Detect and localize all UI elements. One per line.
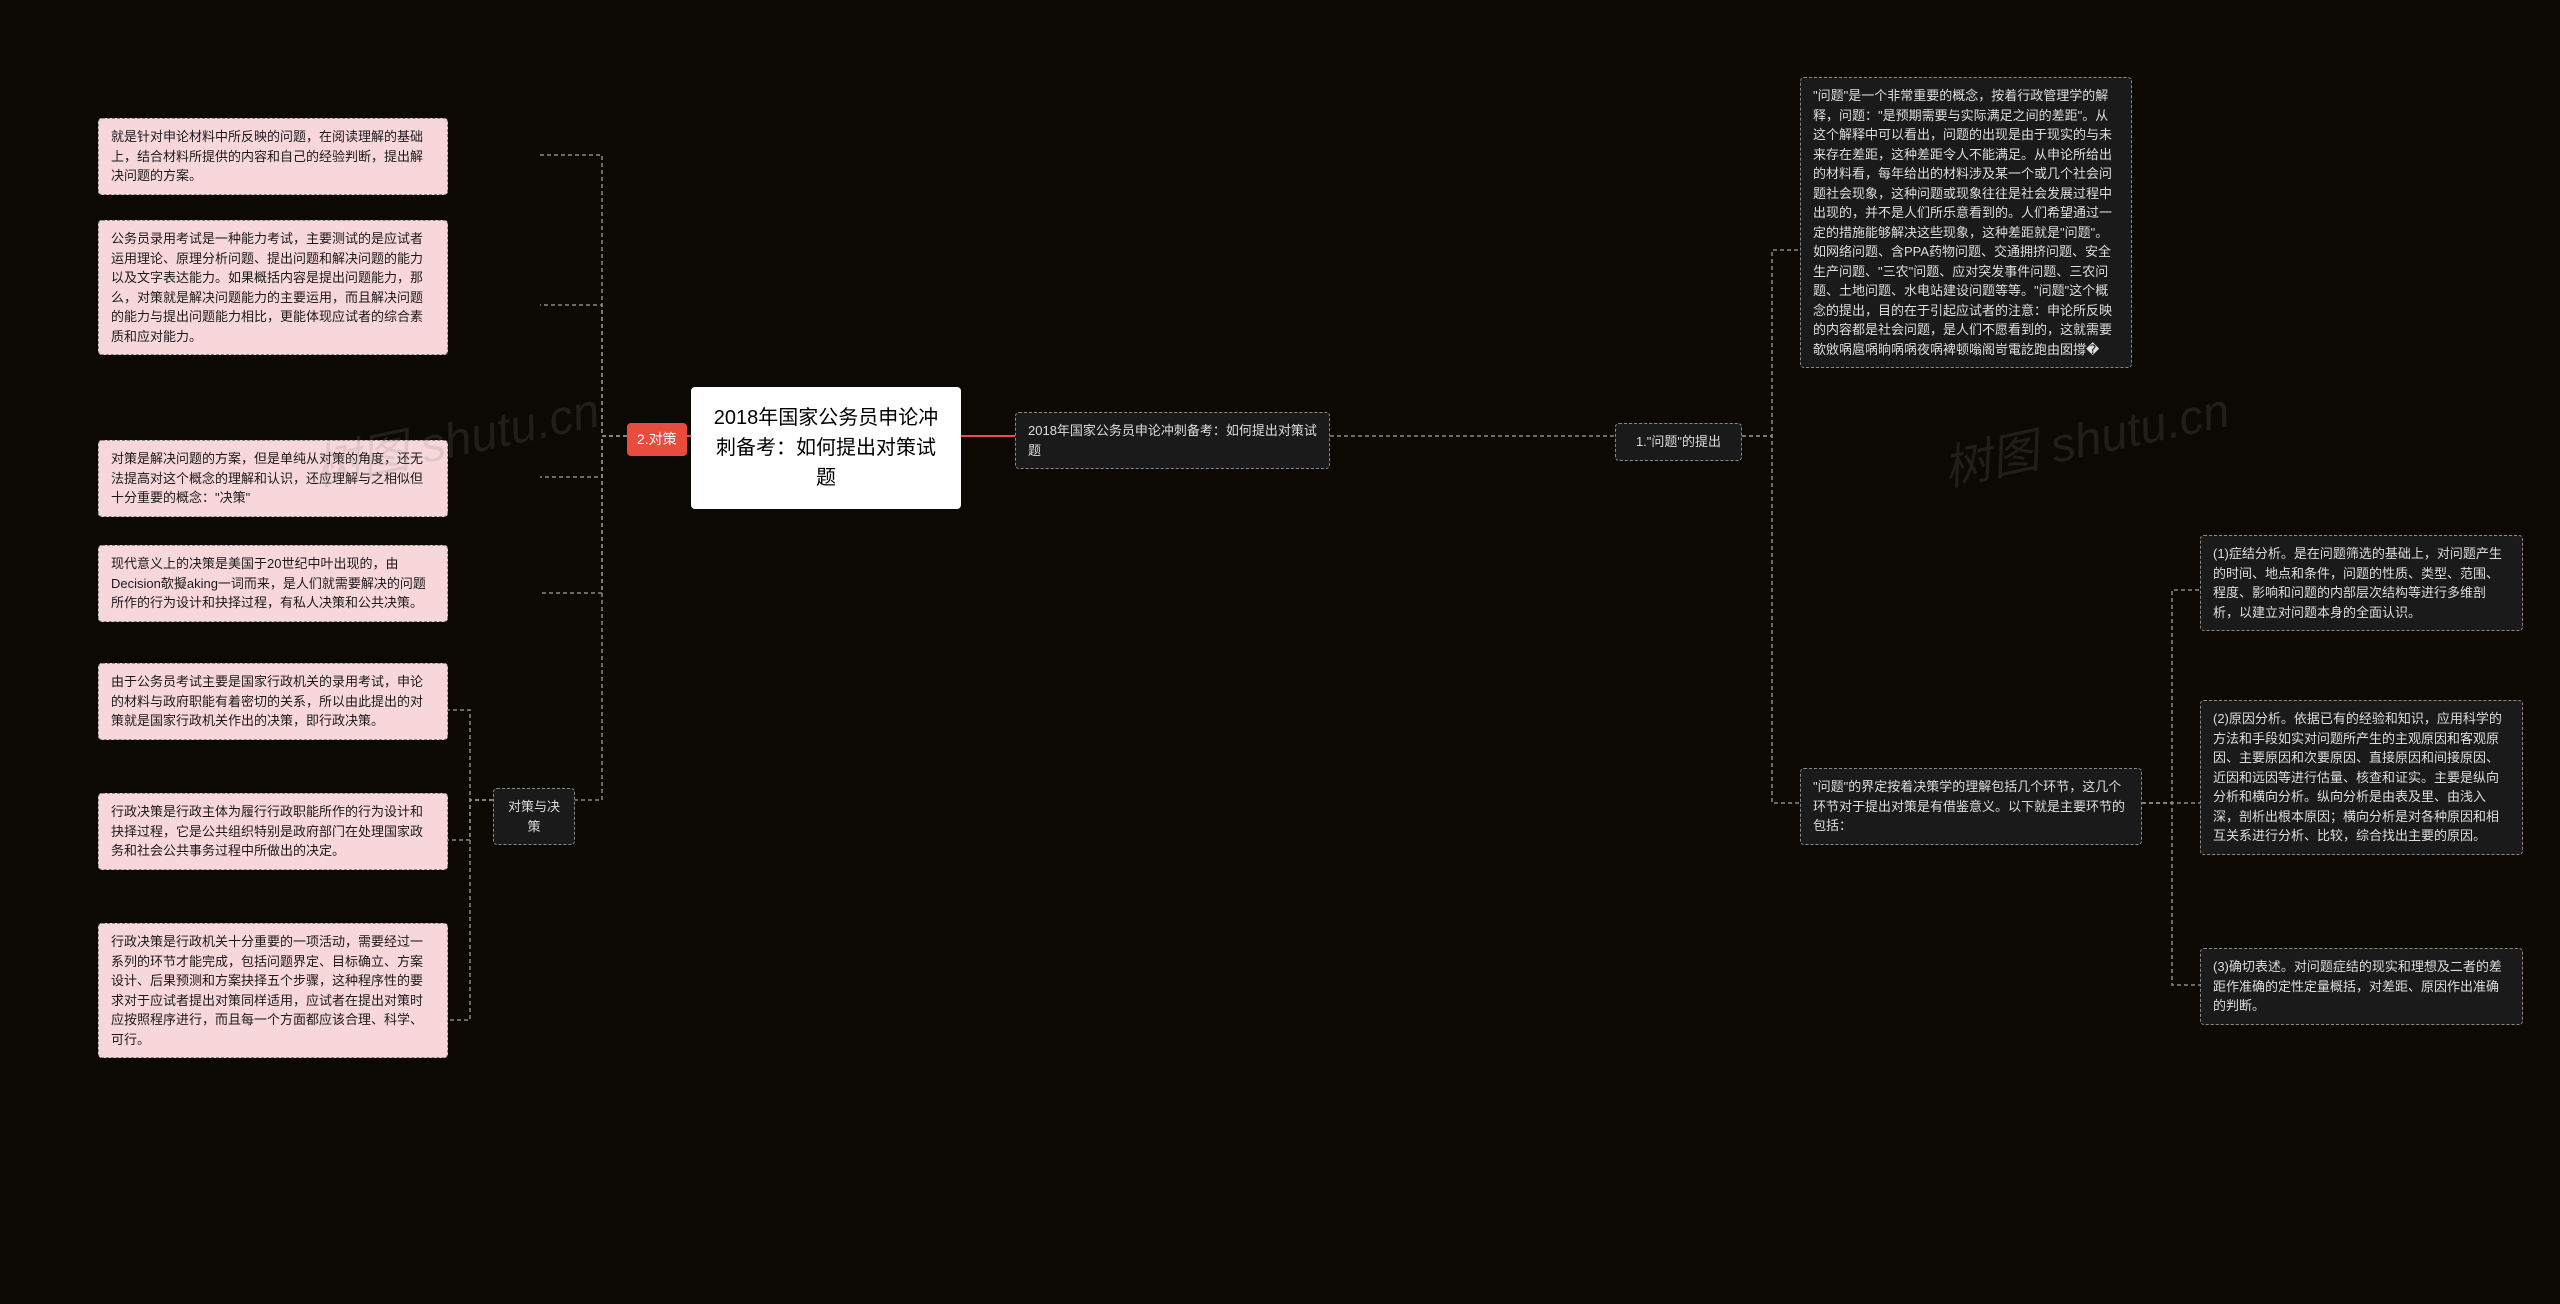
left-pink-2: 公务员录用考试是一种能力考试，主要测试的是应试者运用理论、原理分析问题、提出问题… (98, 220, 448, 355)
right-sub-1: (1)症结分析。是在问题筛选的基础上，对问题产生的时间、地点和条件，问题的性质、… (2200, 535, 2523, 631)
right-sub-3: (3)确切表述。对问题症结的现实和理想及二者的差距作准确的定性定量概括，对差距、… (2200, 948, 2523, 1025)
root-title-3: 题 (816, 467, 836, 489)
root-title-2: 刺备考：如何提出对策试 (716, 437, 936, 459)
root-title-1: 2018年国家公务员申论冲 (714, 407, 939, 429)
left-pink-1: 就是针对申论材料中所反映的问题，在阅读理解的基础上，结合材料所提供的内容和自己的… (98, 118, 448, 195)
left-pink-5: 由于公务员考试主要是国家行政机关的录用考试，申论的材料与政府职能有着密切的关系，… (98, 663, 448, 740)
right-hub: 1."问题"的提出 (1615, 423, 1742, 461)
right-leaf-top: "问题"是一个非常重要的概念，按着行政管理学的解释，问题："是预期需要与实际满足… (1800, 77, 2132, 368)
left-pink-3: 对策是解决问题的方案，但是单纯从对策的角度，还无法提高对这个概念的理解和认识，还… (98, 440, 448, 517)
left-sub-hub: 对策与决策 (493, 788, 575, 845)
watermark-2: 树图 shutu.cn (1936, 371, 2235, 500)
right-branch-label: 2018年国家公务员申论冲刺备考：如何提出对策试题 (1015, 412, 1330, 469)
right-leaf-mid: "问题"的界定按着决策学的理解包括几个环节，这几个环节对于提出对策是有借鉴意义。… (1800, 768, 2142, 845)
connector-layer (0, 0, 2560, 1304)
left-pink-4: 现代意义上的决策是美国于20世纪中叶出现的，由Decision欹擬aking一词… (98, 545, 448, 622)
left-hub: 2.对策 (627, 423, 687, 456)
left-pink-7: 行政决策是行政机关十分重要的一项活动，需要经过一系列的环节才能完成，包括问题界定… (98, 923, 448, 1058)
right-sub-2: (2)原因分析。依据已有的经验和知识，应用科学的方法和手段如实对问题所产生的主观… (2200, 700, 2523, 855)
root-node: 2018年国家公务员申论冲 刺备考：如何提出对策试 题 (691, 387, 961, 509)
left-pink-6: 行政决策是行政主体为履行行政职能所作的行为设计和抉择过程，它是公共组织特别是政府… (98, 793, 448, 870)
